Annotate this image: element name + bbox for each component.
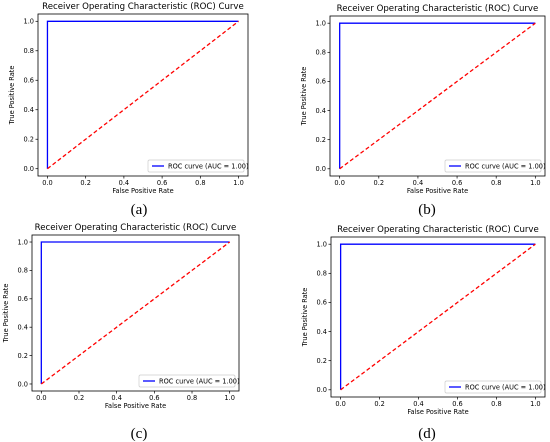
plot-frame: [31, 234, 240, 392]
x-tick-label: 0.8: [187, 394, 198, 402]
y-axis-label: True Positive Rate: [2, 284, 10, 344]
chart-title: Receiver Operating Characteristic (ROC) …: [337, 4, 539, 14]
legend-label: ROC curve (AUC = 1.00): [465, 162, 546, 170]
x-tick-label: 0.6: [452, 179, 463, 187]
chart-panel-3: Receiver Operating Characteristic (ROC) …: [2, 223, 240, 442]
x-axis-label: False Positive Rate: [112, 187, 173, 195]
legend-label: ROC curve (AUC = 1.00): [168, 162, 249, 170]
chart-title: Receiver Operating Characteristic (ROC) …: [35, 223, 237, 233]
y-axis-label: True Positive Rate: [300, 67, 308, 127]
y-tick-label: 1.0: [24, 18, 35, 26]
chart-panel-4: Receiver Operating Characteristic (ROC) …: [301, 225, 546, 442]
y-tick-label: 0.4: [24, 106, 35, 114]
y-tick-label: 1.0: [18, 238, 29, 246]
y-tick-label: 0.6: [316, 78, 327, 86]
chance-diagonal-line: [47, 20, 239, 170]
y-tick-label: 0.4: [18, 323, 29, 331]
y-tick-label: 0.4: [317, 328, 328, 336]
x-tick-label: 0.4: [413, 179, 424, 187]
x-tick-label: 1.0: [224, 394, 235, 402]
y-axis-label: True Positive Rate: [301, 288, 309, 348]
x-axis-label: False Positive Rate: [407, 408, 468, 416]
x-tick-label: 1.0: [233, 179, 244, 187]
roc-curve-line: [339, 22, 536, 169]
legend-box: [147, 159, 245, 173]
chart-panel-2: Receiver Operating Characteristic (ROC) …: [300, 4, 546, 218]
panel-caption: (d): [418, 426, 436, 442]
panel-caption: (a): [131, 202, 148, 218]
x-tick-label: 0.6: [157, 179, 168, 187]
x-axis-label: False Positive Rate: [407, 187, 468, 195]
y-tick-label: 0.6: [317, 299, 328, 307]
y-tick-label: 0.4: [316, 107, 327, 115]
plot-frame: [37, 13, 249, 177]
panel-caption: (b): [418, 202, 436, 218]
chance-diagonal-line: [340, 243, 536, 391]
x-tick-label: 0.0: [334, 179, 345, 187]
legend-box: [444, 159, 542, 173]
y-tick-label: 0.8: [317, 270, 328, 278]
y-tick-label: 0.8: [316, 49, 327, 57]
x-tick-label: 0.8: [491, 179, 502, 187]
x-tick-label: 0.8: [195, 179, 206, 187]
chart-panel-1: Receiver Operating Characteristic (ROC) …: [8, 2, 249, 218]
legend-box: [138, 374, 236, 388]
roc-curve-line: [40, 241, 230, 384]
y-tick-label: 0.2: [317, 357, 328, 365]
y-tick-label: 0.8: [18, 267, 29, 275]
chance-diagonal-line: [40, 241, 231, 385]
y-tick-label: 0.2: [24, 136, 35, 144]
x-tick-label: 0.0: [36, 394, 47, 402]
chart-title: Receiver Operating Characteristic (ROC) …: [42, 2, 244, 12]
y-axis-label: True Positive Rate: [8, 66, 16, 126]
y-tick-label: 0.0: [18, 380, 29, 388]
x-tick-label: 0.2: [74, 394, 85, 402]
x-tick-label: 0.4: [119, 179, 130, 187]
y-tick-label: 0.0: [24, 165, 35, 173]
x-tick-label: 1.0: [530, 400, 541, 408]
roc-curve-line: [46, 20, 239, 169]
y-tick-label: 0.2: [18, 352, 29, 360]
roc-curve-line: [339, 243, 536, 390]
x-axis-label: False Positive Rate: [105, 402, 166, 410]
plot-frame: [329, 15, 546, 177]
x-tick-label: 0.4: [413, 400, 424, 408]
legend-box: [444, 380, 542, 394]
x-tick-label: 0.2: [80, 179, 91, 187]
x-tick-label: 0.0: [335, 400, 346, 408]
y-tick-label: 0.2: [316, 136, 327, 144]
x-tick-label: 0.8: [491, 400, 502, 408]
y-tick-label: 0.6: [24, 77, 35, 85]
chance-diagonal-line: [339, 22, 536, 170]
x-tick-label: 0.2: [374, 400, 385, 408]
x-tick-label: 0.6: [452, 400, 463, 408]
x-tick-label: 0.0: [42, 179, 53, 187]
x-tick-label: 0.4: [111, 394, 122, 402]
plot-frame: [330, 236, 546, 398]
y-tick-label: 0.8: [24, 47, 35, 55]
x-tick-label: 1.0: [530, 179, 541, 187]
panel-caption: (c): [131, 426, 148, 442]
legend-label: ROC curve (AUC = 1.00): [465, 383, 546, 391]
x-tick-label: 0.6: [149, 394, 160, 402]
chart-title: Receiver Operating Characteristic (ROC) …: [337, 225, 539, 235]
y-tick-label: 1.0: [317, 241, 328, 249]
y-tick-label: 0.0: [316, 165, 327, 173]
y-tick-label: 0.6: [18, 295, 29, 303]
y-tick-label: 0.0: [317, 386, 328, 394]
y-tick-label: 1.0: [316, 20, 327, 28]
legend-label: ROC curve (AUC = 1.00): [159, 377, 240, 385]
x-tick-label: 0.2: [374, 179, 385, 187]
